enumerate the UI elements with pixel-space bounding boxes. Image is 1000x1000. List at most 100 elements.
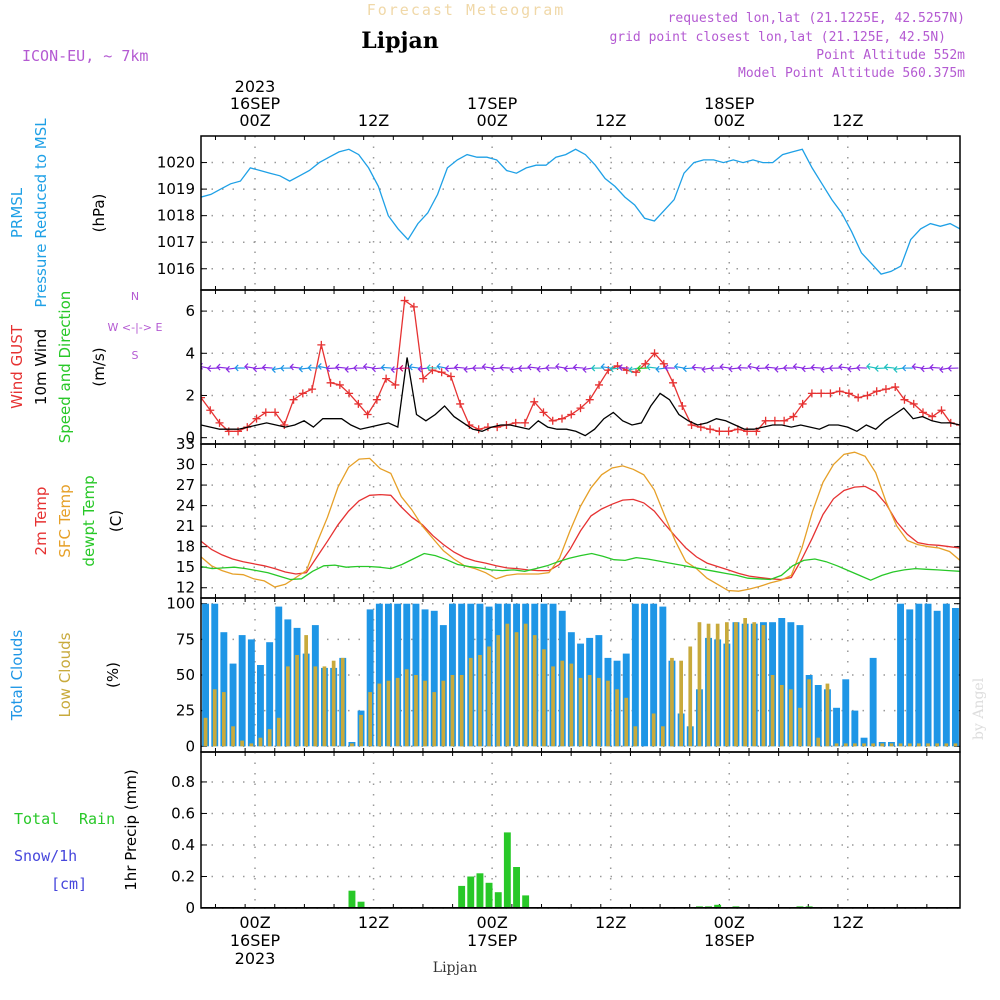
bottom-time-label: 12Z [358, 913, 389, 932]
gust-marker [557, 414, 566, 423]
precip-ylabel: 1hr Precip (mm) [122, 769, 140, 890]
gust-marker [298, 389, 307, 398]
wind-direction-arrow [709, 364, 721, 372]
low-bar [898, 743, 903, 747]
gust-marker [826, 389, 835, 398]
gust-marker [354, 399, 363, 408]
gust-marker [363, 410, 372, 419]
wind-direction-arrow [590, 364, 602, 372]
low-bar [597, 677, 601, 747]
wind-direction-arrow [792, 363, 804, 371]
total-bar [842, 679, 850, 747]
gust-marker [539, 408, 548, 417]
gust-marker [326, 378, 335, 387]
wind-direction-arrow [728, 365, 740, 373]
wind-direction-arrow [481, 363, 493, 371]
gust-marker [474, 425, 483, 434]
bottom-time-label: 12Z [832, 913, 863, 932]
low-bar [587, 675, 592, 747]
low-bar [395, 677, 400, 747]
clouds-ylabel: Total Clouds [8, 630, 26, 722]
low-bar [322, 666, 327, 747]
low-bar [761, 625, 766, 747]
precip-snow-label: Snow/1h [14, 847, 77, 865]
low-bar [267, 729, 272, 747]
point-altitude: Point Altitude 552m [816, 48, 965, 63]
wind-direction-arrow [335, 363, 346, 371]
wind-direction-arrow [847, 365, 858, 373]
low-bar [926, 743, 930, 747]
wind-direction-arrow [444, 365, 456, 373]
clouds-ytick-label: 100 [166, 595, 195, 613]
wind-direction-arrow [555, 363, 566, 370]
pressure-ytick-label: 1016 [157, 260, 195, 278]
low-bar [523, 623, 528, 747]
gust-marker [520, 418, 529, 427]
low-bar [423, 680, 427, 747]
wind-direction-arrow [572, 363, 584, 371]
top-time-label: 00Z [714, 111, 745, 130]
temperature-ytick-label: 18 [176, 538, 195, 556]
gust-marker [817, 389, 826, 398]
gust-marker [456, 399, 465, 408]
dewpt-line [201, 552, 960, 581]
total-bar [366, 609, 374, 747]
low-bar [743, 618, 747, 747]
wind-direction-arrow [866, 362, 877, 370]
temperature-ylabel: SFC Temp [56, 484, 74, 557]
top-time-label: 12Z [358, 111, 389, 130]
precip-ytick-label: 0.6 [171, 804, 195, 822]
wind-direction-arrow [325, 365, 337, 372]
low-bar [496, 635, 501, 747]
precip-plot-area [201, 832, 960, 908]
gust-marker [409, 302, 418, 311]
gust-marker [595, 380, 604, 389]
low-bar [377, 683, 382, 747]
total-bar [430, 610, 438, 747]
compass-south: S [132, 349, 139, 362]
wind-direction-arrow [307, 364, 319, 372]
low-bar [359, 714, 363, 747]
wind10m-line [201, 357, 960, 437]
clouds-ytick-label: 0 [185, 737, 195, 755]
pressure-panel: 1016 1017 1018 1019 1020 PRMSL Pressure Reduce… [8, 118, 961, 308]
wind-direction-arrow [426, 364, 438, 372]
gust-marker [280, 421, 289, 430]
gust-marker [372, 395, 381, 404]
low-bar [258, 737, 263, 747]
wind-direction-arrow [883, 363, 895, 371]
wind-direction-arrow [609, 365, 621, 373]
precip-ytick-label: 0.2 [171, 867, 195, 885]
low-bar [222, 692, 226, 747]
wind-direction-arrow [417, 365, 429, 373]
gust-marker [909, 399, 918, 408]
total-bar [851, 710, 859, 747]
wind-direction-arrow [747, 362, 758, 370]
gust-marker [854, 393, 863, 402]
wind-ytick-label: 4 [185, 344, 195, 362]
total-bar [778, 618, 786, 747]
panels: 1016 1017 1018 1019 1020 PRMSL Pressure Reduce… [8, 118, 961, 917]
wind-direction-arrow [527, 363, 538, 371]
low-bar [807, 679, 811, 747]
gust-marker [881, 385, 890, 394]
total-bar [869, 657, 877, 747]
temperature-ytick-label: 24 [176, 497, 195, 515]
low-bar [432, 692, 437, 747]
pressure-frame [200, 135, 961, 291]
pressure-ytick-label: 1020 [157, 154, 195, 172]
wind-direction-arrow [600, 363, 612, 371]
total-bar [924, 603, 932, 747]
precip-ytick-label: 0 [185, 899, 195, 917]
low-bar [240, 740, 244, 747]
wind-direction-arrow [289, 363, 301, 371]
low-bar [203, 717, 208, 747]
gust-marker [706, 425, 715, 434]
low-bar [295, 655, 299, 747]
wind-ylabel: (m/s) [90, 347, 108, 386]
gust-marker [206, 406, 215, 415]
pressure-ytick-label: 1018 [157, 207, 195, 225]
wind-ylabel: Wind GUST [8, 324, 26, 409]
low-bar [843, 743, 848, 747]
